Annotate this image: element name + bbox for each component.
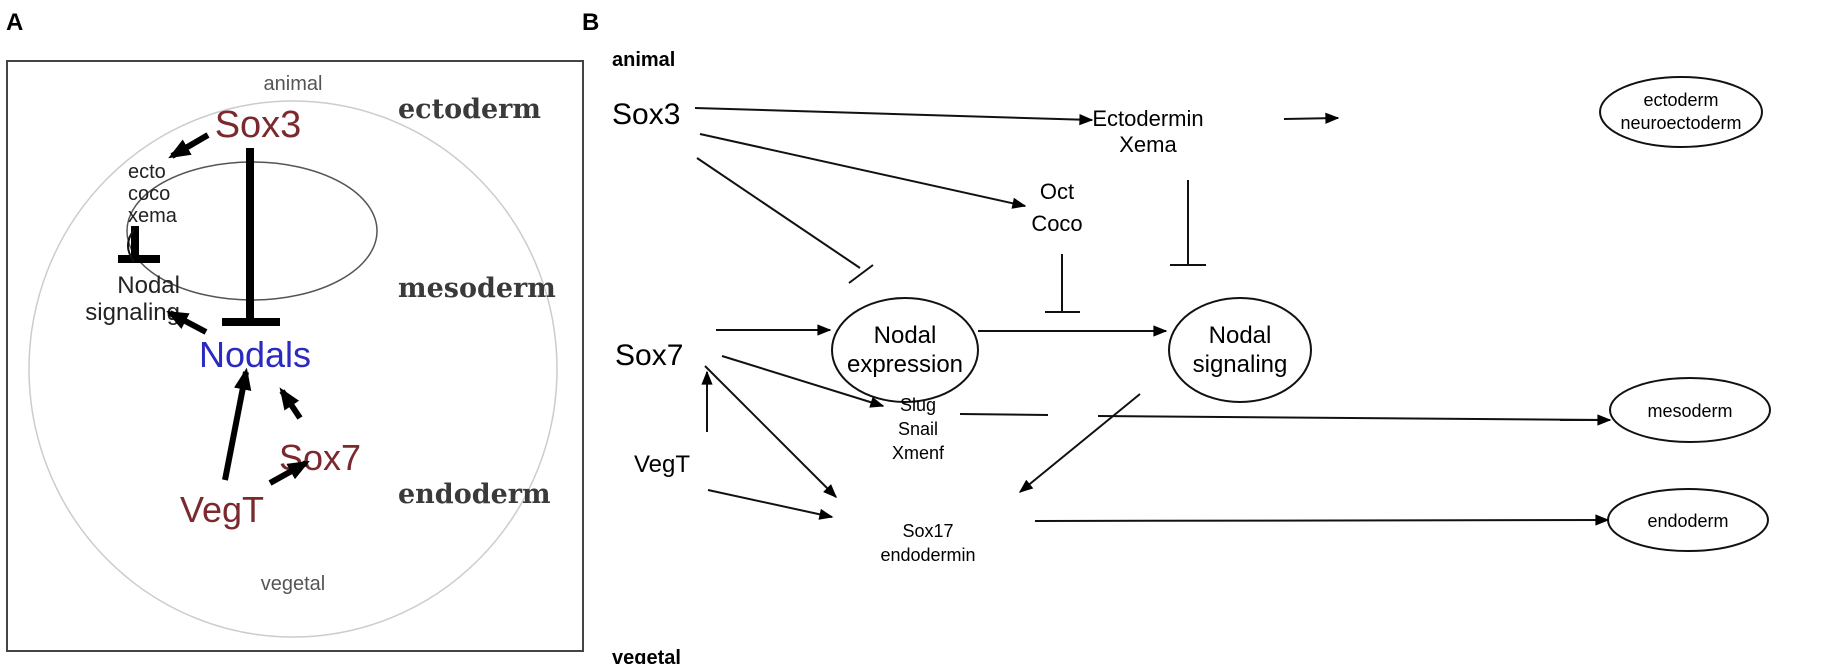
node-nodal-expression-1: Nodal	[874, 322, 937, 349]
node-vegt: VegT	[180, 489, 264, 530]
node-neuroectoderm: neuroectoderm	[1620, 113, 1741, 133]
animal-label: animal	[264, 73, 323, 95]
node-endoderm: endoderm	[1647, 511, 1728, 531]
arrow-sox7-slug	[721, 355, 885, 408]
node-signaling: signaling	[85, 299, 180, 326]
node-ectoderm: ectoderm	[1643, 90, 1718, 110]
node-vegt-b: VegT	[634, 451, 690, 478]
zone-ectoderm: ectoderm	[398, 94, 541, 125]
panel-b-label: B	[582, 9, 599, 36]
node-endodermin: endodermin	[880, 545, 975, 565]
node-sox3-b: Sox3	[612, 98, 680, 131]
node-snail: Snail	[898, 419, 938, 439]
embryo-outline	[28, 100, 558, 638]
node-nodal: Nodal	[117, 272, 180, 299]
node-xema-b: Xema	[1119, 132, 1177, 157]
node-ectodermin: Ectodermin	[1092, 106, 1203, 131]
node-slug: Slug	[900, 395, 936, 415]
bracket	[127, 229, 135, 263]
inhibit-ectodermin-nodal-signaling	[1170, 180, 1206, 266]
node-nodals: Nodals	[199, 334, 311, 375]
arrow-sox3-ecto	[168, 132, 210, 159]
zone-endoderm: endoderm	[398, 479, 551, 510]
vegetal-label-b: vegetal	[612, 647, 681, 664]
node-mesoderm: mesoderm	[1647, 401, 1732, 421]
ellipse-ectoderm	[1599, 76, 1763, 148]
inhibit-sox3-nodals	[222, 148, 280, 326]
arrow-vegt-nodals	[222, 367, 252, 481]
ellipse-nodal-expression	[831, 297, 979, 403]
arrow-sox7-nodals	[279, 387, 303, 420]
line-slug-mesoderm	[959, 413, 1608, 421]
node-sox3: Sox3	[215, 104, 302, 146]
arrow-ectodermin-ectoderm	[1283, 112, 1340, 124]
arrow-sox7-sox17	[704, 365, 837, 498]
zone-mesoderm: mesoderm	[398, 273, 556, 304]
inhibit-xema-nodal-signaling	[118, 226, 160, 263]
arrow-nodal-signaling-sox17	[1018, 393, 1141, 493]
panel-a-frame	[6, 60, 584, 652]
node-sox17: Sox17	[902, 521, 953, 541]
arrow-sox17-endoderm	[1034, 514, 1610, 526]
panel-b: B animal vegetal Sox3 Ectodermin Xema ec…	[582, 9, 1771, 664]
panel-a-label: A	[6, 9, 23, 36]
node-oct: Oct	[1040, 179, 1074, 204]
animal-label-b: animal	[612, 49, 675, 71]
node-nodal-expression-2: expression	[847, 351, 963, 378]
arrow-vegt-sox17	[707, 489, 834, 520]
arrow-vegt-sox7	[268, 460, 310, 486]
node-ecto: ecto	[128, 161, 166, 183]
node-coco: coco	[128, 183, 170, 205]
arrow-sox3-oct	[699, 133, 1027, 209]
ellipse-nodal-signaling	[1168, 297, 1312, 403]
inhibit-sox3-nodal-expression	[696, 157, 874, 284]
node-nodal-signaling-1: Nodal	[1209, 322, 1272, 349]
arrow-sox3-ectodermin	[694, 107, 1094, 126]
node-xema: xema	[128, 205, 178, 227]
node-coco-b: Coco	[1031, 211, 1082, 236]
vegetal-label: vegetal	[261, 573, 326, 595]
panel-a: A animal vegetal ectoderm mesoderm endod…	[6, 9, 584, 652]
ellipse-mesoderm	[1609, 377, 1771, 443]
node-xmenf: Xmenf	[892, 443, 945, 463]
inhibit-oct-nodal-signaling	[1045, 254, 1080, 313]
arrow-nodals-signaling	[166, 310, 208, 335]
node-sox7-b: Sox7	[615, 339, 683, 372]
node-nodal-signaling-2: signaling	[1193, 351, 1288, 378]
